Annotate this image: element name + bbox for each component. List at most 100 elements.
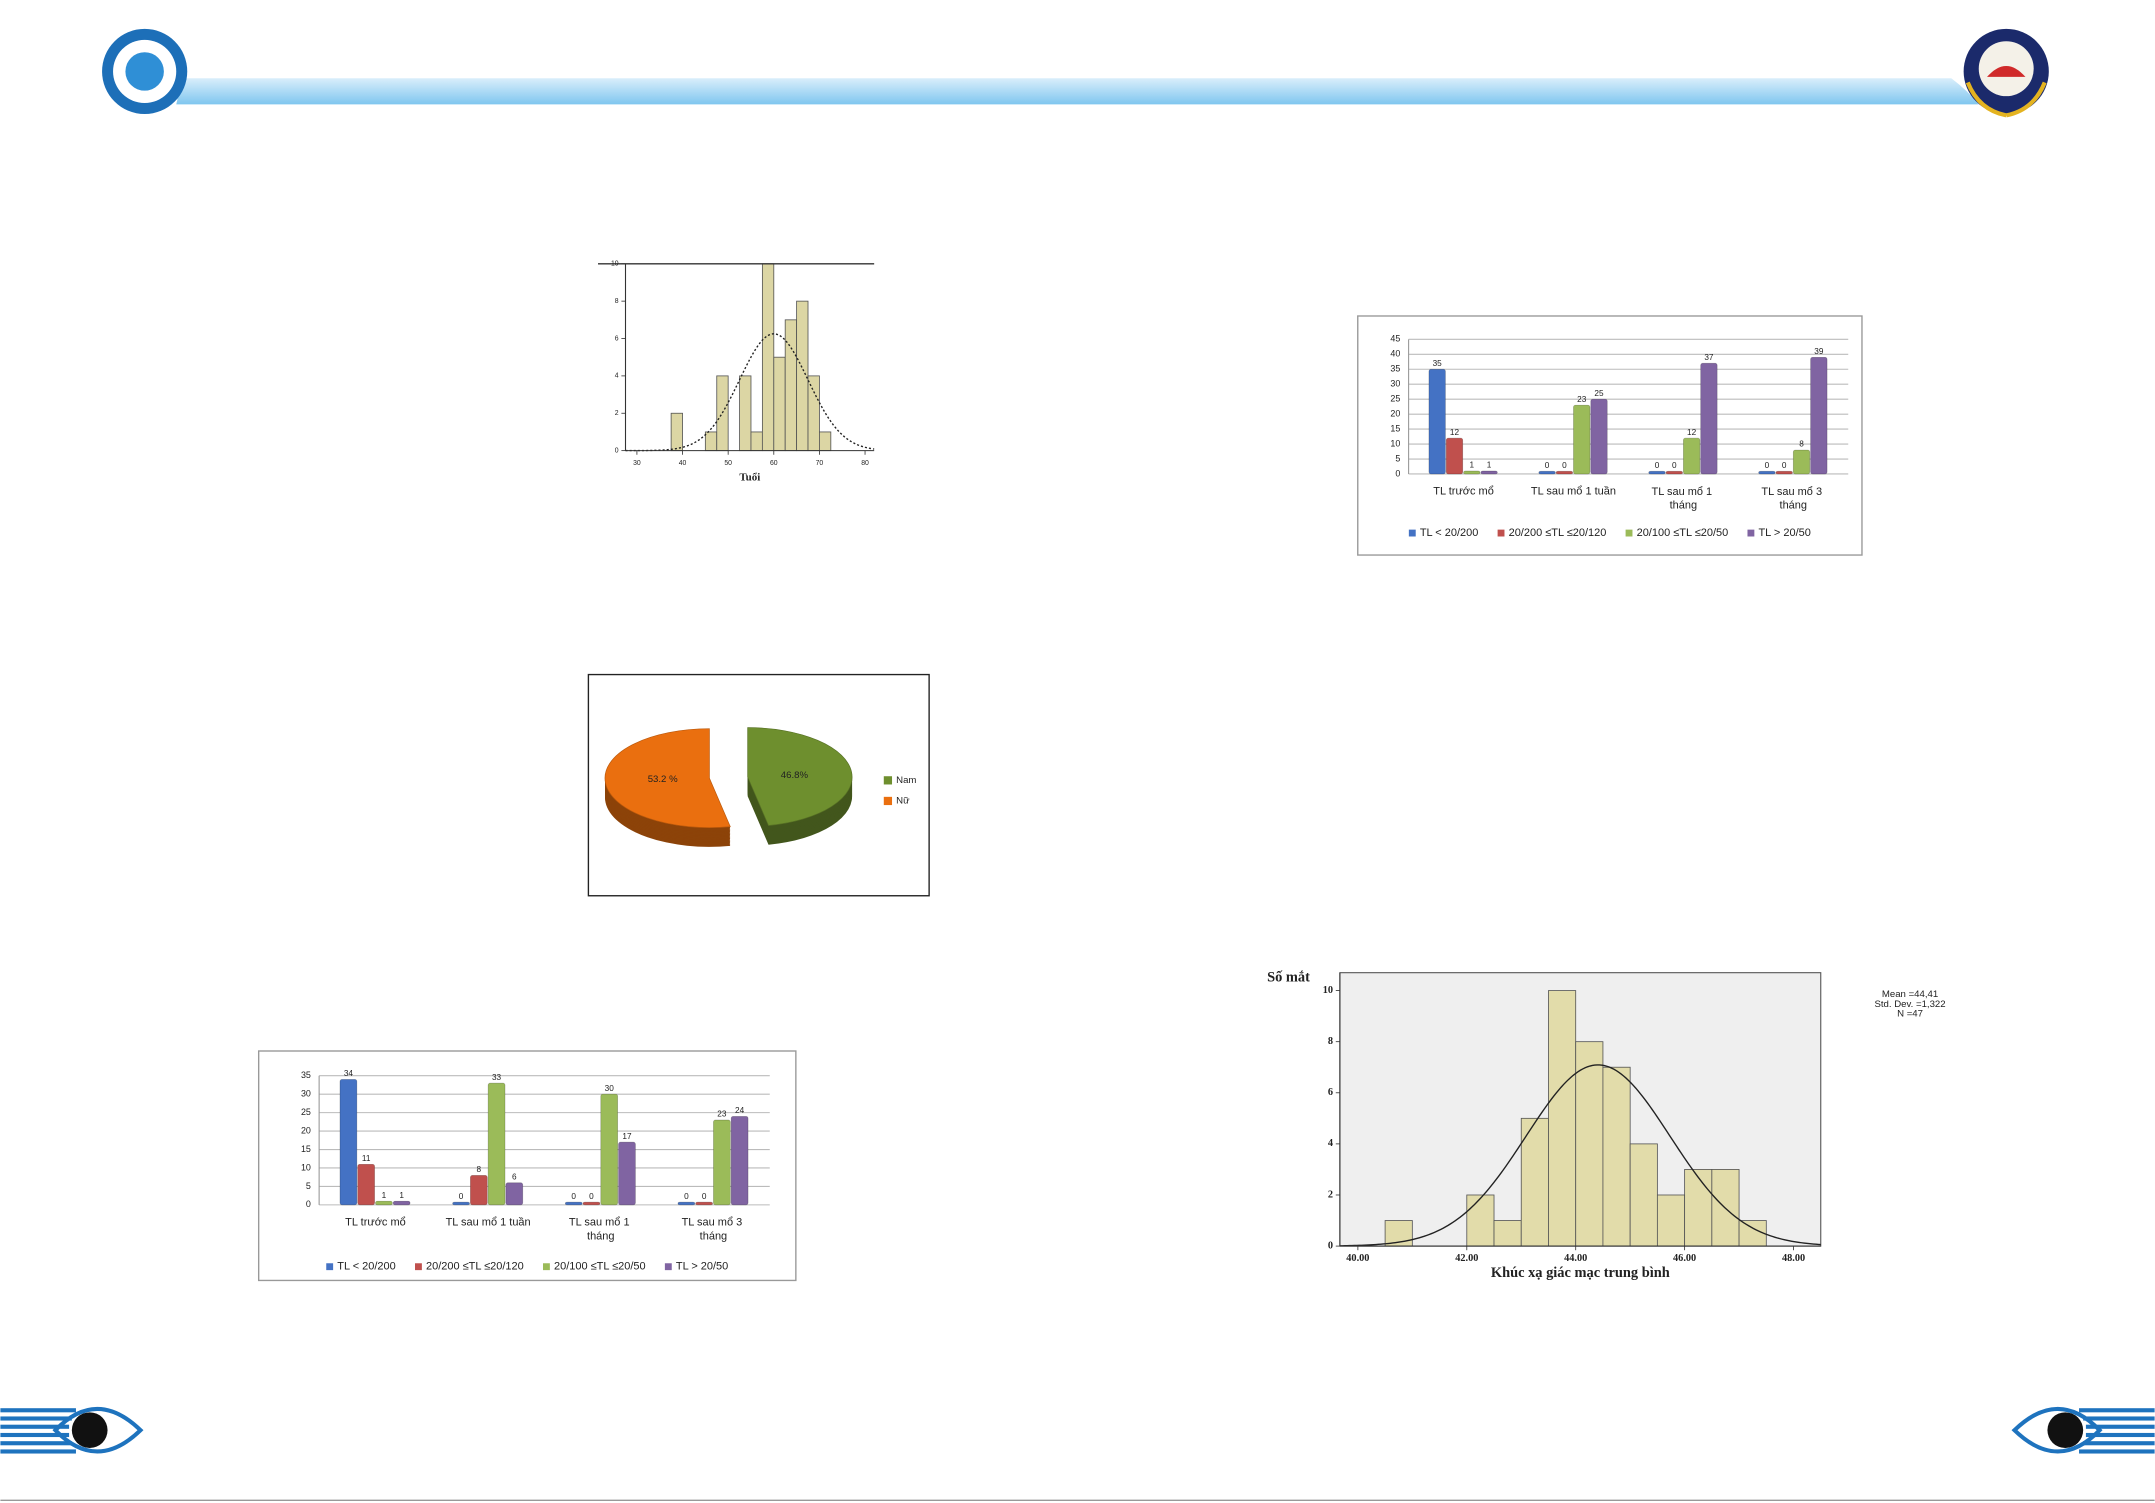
bar-value-label: 0 [459,1192,464,1201]
bar-value-label: 0 [1545,461,1550,470]
bar [357,1163,375,1206]
bar [1538,470,1556,475]
bar-value-label: 1 [1470,461,1475,470]
bar [618,1141,636,1206]
bar [713,1119,731,1206]
bar-value-label: 39 [1814,347,1824,356]
stat-annotation: Std. Dev. =1,322 [1874,999,1945,1010]
legend-label: Nữ [896,795,910,806]
bar-value-label: 23 [1577,395,1587,404]
bar [392,1200,411,1206]
legend-swatch [664,1263,672,1271]
footer-right-pupil [2047,1412,2084,1449]
x-tick-label: 48.00 [1782,1253,1805,1264]
pie-slice [604,728,731,828]
histogram-bar [807,375,820,452]
y-tick-label: 4 [615,373,619,380]
histogram-bar [784,319,798,452]
bar-value-label: 17 [622,1132,632,1141]
y-tick-label: 5 [306,1181,311,1191]
y-tick-label: 20 [1390,409,1400,419]
y-tick-label: 6 [615,335,619,342]
legend-label: Nam [896,775,916,786]
legend-label: 20/100 ≤TL ≤20/50 [554,1261,646,1273]
x-tick-label: 60 [770,460,778,467]
bar-value-label: 0 [1655,461,1660,470]
right-logo-emblem [1986,65,2026,77]
x-tick-label: TL sau mổ 3 tháng [1761,486,1825,512]
x-tick-label: 80 [861,460,869,467]
x-tick-label: TL sau mổ 1 tháng [569,1217,633,1243]
y-tick-label: 0 [1328,1240,1333,1251]
histogram-bar [704,431,718,452]
x-tick-label: 70 [816,460,824,467]
y-tick-label: 10 [611,261,619,268]
histogram-bar [1684,1169,1713,1247]
left-logo-globe [125,52,164,91]
bar-value-label: 37 [1704,353,1714,362]
bar [452,1201,470,1206]
y-tick-label: 10 [301,1162,311,1172]
x-tick-label: 40.00 [1346,1253,1369,1264]
y-tick-label: 2 [615,410,619,417]
y-tick-label: 0 [1395,468,1400,478]
normal-curve [1339,1064,1821,1247]
legend-label: TL < 20/200 [1420,527,1479,539]
footer-left-stripes [0,1408,76,1454]
legend: TL < 20/200 20/200 ≤TL ≤20/120 20/100 ≤TL … [1408,527,1811,539]
y-tick-label: 35 [301,1070,311,1080]
bar [1758,470,1776,475]
bar [677,1201,696,1206]
x-tick-label: 42.00 [1455,1253,1478,1264]
bar-value-label: 34 [344,1069,354,1078]
bar [1775,470,1793,475]
x-tick-label: TL sau mổ 1 tháng [1652,486,1716,512]
histogram-bar [796,300,809,452]
bar [505,1182,524,1206]
y-tick-label: 0 [615,447,619,454]
bar [1648,470,1666,475]
bar-value-label: 0 [1782,461,1787,470]
legend-label: TL > 20/50 [1758,527,1810,539]
stat-annotation: N =47 [1897,1008,1923,1019]
bar [470,1175,488,1206]
y-tick-label: 20 [301,1125,311,1135]
footer-left-eye [52,1407,144,1454]
y-tick-label: 4 [1328,1138,1333,1149]
legend-swatch [1625,529,1633,537]
right-logo-laurel [1965,81,2047,118]
bar-value-label: 1 [1487,461,1492,470]
y-tick-label: 0 [306,1199,311,1209]
bar [487,1082,506,1206]
footer-right-stripes [2079,1408,2155,1454]
bar [339,1079,358,1206]
histogram-bar [1602,1066,1631,1247]
bar [1590,398,1608,475]
pie-slice [747,727,853,826]
bar-value-label: 0 [684,1192,689,1201]
histogram-bar [670,412,683,452]
x-tick-label: TL sau mổ 1 tuần [1531,486,1616,498]
y-tick-label: 40 [1390,349,1400,359]
legend-swatch [1747,529,1755,537]
bar [1665,470,1683,475]
bar [1428,368,1446,475]
bar-value-label: 30 [605,1084,615,1093]
y-tick-label: 35 [1390,364,1400,374]
pie-value-label: 46.8% [781,770,809,781]
legend-swatch [883,796,893,806]
bar [1683,437,1701,475]
bar-value-label: 25 [1594,389,1604,398]
histogram-bar [739,375,752,452]
bar-value-label: 0 [571,1192,576,1201]
y-tick-label: 25 [301,1107,311,1117]
y-tick-label: 6 [1328,1087,1333,1098]
bar-value-label: 8 [1799,440,1804,449]
histogram-bar [819,431,832,452]
bar-value-label: 0 [1562,461,1567,470]
bar [375,1200,393,1206]
x-tick-label: TL sau mổ 1 tuần [446,1217,531,1229]
bar [695,1201,713,1206]
y-tick-label: 15 [301,1144,311,1154]
